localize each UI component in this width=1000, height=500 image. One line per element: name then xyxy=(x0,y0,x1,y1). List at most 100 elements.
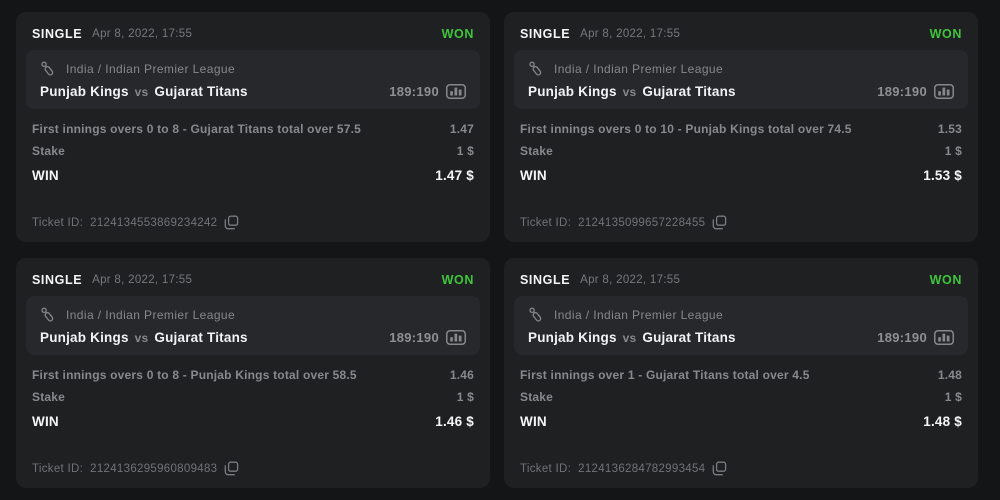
selection-label: First innings overs 0 to 8 - Punjab King… xyxy=(32,368,357,382)
ticket-id-row: Ticket ID: 2124136284782993454 xyxy=(516,461,966,476)
bet-ticket-card: SINGLE Apr 8, 2022, 17:55 WON India / In… xyxy=(504,258,978,488)
league-breadcrumb: India / Indian Premier League xyxy=(66,307,236,322)
match-panel: India / Indian Premier League Punjab Kin… xyxy=(514,296,968,355)
selection-odds: 1.46 xyxy=(449,368,474,382)
copy-icon[interactable] xyxy=(224,215,239,230)
ticket-id-prefix: Ticket ID: xyxy=(32,216,84,229)
bet-date: Apr 8, 2022, 17:55 xyxy=(92,274,193,286)
selection-odds: 1.47 xyxy=(449,122,474,136)
home-team: Punjab Kings xyxy=(40,330,129,345)
cricket-bat-ball-icon xyxy=(40,306,57,323)
stake-row: Stake 1 $ xyxy=(520,386,962,408)
selection-row: First innings overs 0 to 10 - Punjab Kin… xyxy=(520,118,962,140)
status-badge: WON xyxy=(441,27,474,41)
ticket-id-value: 2124135099657228455 xyxy=(578,216,706,229)
win-label: WIN xyxy=(32,414,59,429)
away-team: Gujarat Titans xyxy=(154,84,248,99)
bar-chart-icon[interactable] xyxy=(446,330,466,345)
bet-lines: First innings overs 0 to 8 - Gujarat Tit… xyxy=(28,109,478,187)
stake-row: Stake 1 $ xyxy=(32,386,474,408)
ticket-header: SINGLE Apr 8, 2022, 17:55 WON xyxy=(516,21,966,47)
ticket-id-row: Ticket ID: 2124135099657228455 xyxy=(516,215,966,230)
copy-icon[interactable] xyxy=(712,461,727,476)
ticket-header: SINGLE Apr 8, 2022, 17:55 WON xyxy=(28,21,478,47)
teams-row: Punjab Kings vs Gujarat Titans 189:190 xyxy=(528,330,954,345)
ticket-header: SINGLE Apr 8, 2022, 17:55 WON xyxy=(28,267,478,293)
ticket-id-value: 2124134553869234242 xyxy=(90,216,218,229)
ticket-id-prefix: Ticket ID: xyxy=(32,462,84,475)
away-team: Gujarat Titans xyxy=(154,330,248,345)
win-row: WIN 1.46 $ xyxy=(32,408,474,433)
bet-type-label: SINGLE xyxy=(520,27,571,41)
cricket-bat-ball-icon xyxy=(40,60,57,77)
home-team: Punjab Kings xyxy=(40,84,129,99)
ticket-id-prefix: Ticket ID: xyxy=(520,462,572,475)
score-wrap: 189:190 xyxy=(389,84,466,99)
bet-lines: First innings overs 0 to 10 - Punjab Kin… xyxy=(516,109,966,187)
stake-value: 1 $ xyxy=(944,144,962,158)
win-row: WIN 1.48 $ xyxy=(520,408,962,433)
vs-label: vs xyxy=(622,330,637,345)
match-panel: India / Indian Premier League Punjab Kin… xyxy=(26,50,480,109)
ticket-id-prefix: Ticket ID: xyxy=(520,216,572,229)
ticket-id-value: 2124136284782993454 xyxy=(578,462,706,475)
league-row: India / Indian Premier League xyxy=(528,57,954,84)
win-label: WIN xyxy=(520,414,547,429)
match-panel: India / Indian Premier League Punjab Kin… xyxy=(514,50,968,109)
bet-ticket-card: SINGLE Apr 8, 2022, 17:55 WON India / In… xyxy=(16,12,490,242)
league-row: India / Indian Premier League xyxy=(40,57,466,84)
bar-chart-icon[interactable] xyxy=(934,84,954,99)
status-badge: WON xyxy=(929,273,962,287)
away-team: Gujarat Titans xyxy=(642,330,736,345)
status-badge: WON xyxy=(929,27,962,41)
match-panel: India / Indian Premier League Punjab Kin… xyxy=(26,296,480,355)
selection-odds: 1.48 xyxy=(937,368,962,382)
cricket-bat-ball-icon xyxy=(528,60,545,77)
league-breadcrumb: India / Indian Premier League xyxy=(554,61,724,76)
status-badge: WON xyxy=(441,273,474,287)
bet-date: Apr 8, 2022, 17:55 xyxy=(92,28,193,40)
teams-row: Punjab Kings vs Gujarat Titans 189:190 xyxy=(40,330,466,345)
stake-label: Stake xyxy=(32,144,66,158)
vs-label: vs xyxy=(622,84,637,99)
bet-date: Apr 8, 2022, 17:55 xyxy=(580,274,681,286)
score-wrap: 189:190 xyxy=(877,84,954,99)
stake-row: Stake 1 $ xyxy=(32,140,474,162)
bet-ticket-card: SINGLE Apr 8, 2022, 17:55 WON India / In… xyxy=(16,258,490,488)
bet-ticket-card: SINGLE Apr 8, 2022, 17:55 WON India / In… xyxy=(504,12,978,242)
copy-icon[interactable] xyxy=(712,215,727,230)
ticket-id-row: Ticket ID: 2124136295960809483 xyxy=(28,461,478,476)
selection-odds: 1.53 xyxy=(937,122,962,136)
match-score: 189:190 xyxy=(389,330,439,345)
selection-row: First innings overs 0 to 8 - Gujarat Tit… xyxy=(32,118,474,140)
home-team: Punjab Kings xyxy=(528,330,617,345)
match-score: 189:190 xyxy=(389,84,439,99)
ticket-header: SINGLE Apr 8, 2022, 17:55 WON xyxy=(516,267,966,293)
league-row: India / Indian Premier League xyxy=(528,303,954,330)
bet-type-label: SINGLE xyxy=(520,273,571,287)
match-score: 189:190 xyxy=(877,330,927,345)
selection-row: First innings over 1 - Gujarat Titans to… xyxy=(520,364,962,386)
stake-label: Stake xyxy=(32,390,66,404)
copy-icon[interactable] xyxy=(224,461,239,476)
score-wrap: 189:190 xyxy=(877,330,954,345)
stake-value: 1 $ xyxy=(456,390,474,404)
score-wrap: 189:190 xyxy=(389,330,466,345)
league-breadcrumb: India / Indian Premier League xyxy=(554,307,724,322)
stake-value: 1 $ xyxy=(456,144,474,158)
stake-row: Stake 1 $ xyxy=(520,140,962,162)
league-row: India / Indian Premier League xyxy=(40,303,466,330)
win-label: WIN xyxy=(520,168,547,183)
bet-lines: First innings overs 0 to 8 - Punjab King… xyxy=(28,355,478,433)
selection-label: First innings overs 0 to 8 - Gujarat Tit… xyxy=(32,122,361,136)
selection-label: First innings overs 0 to 10 - Punjab Kin… xyxy=(520,122,852,136)
bet-lines: First innings over 1 - Gujarat Titans to… xyxy=(516,355,966,433)
ticket-id-value: 2124136295960809483 xyxy=(90,462,218,475)
bet-type-label: SINGLE xyxy=(32,273,83,287)
bar-chart-icon[interactable] xyxy=(934,330,954,345)
stake-label: Stake xyxy=(520,390,554,404)
bar-chart-icon[interactable] xyxy=(446,84,466,99)
away-team: Gujarat Titans xyxy=(642,84,736,99)
teams-row: Punjab Kings vs Gujarat Titans 189:190 xyxy=(40,84,466,99)
home-team: Punjab Kings xyxy=(528,84,617,99)
